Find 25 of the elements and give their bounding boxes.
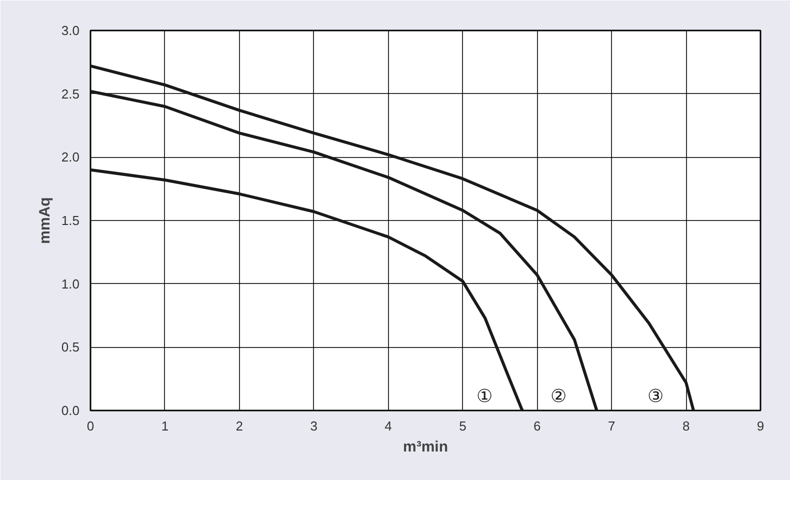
x-tick-label: 0 — [86, 418, 94, 434]
x-tick-label: 5 — [459, 418, 466, 434]
y-tick-label: 0.5 — [61, 340, 80, 355]
x-tick-label: 7 — [608, 418, 616, 434]
y-axis-title: mmAq — [36, 197, 54, 244]
y-tick-label: 0.0 — [61, 403, 80, 418]
x-axis-title: m³min — [403, 438, 448, 456]
x-tick-label: 2 — [236, 418, 244, 434]
x-tick-label: 3 — [310, 418, 318, 434]
x-tick-label: 1 — [161, 418, 169, 434]
series-label: ① — [476, 386, 492, 407]
x-tick-label: 6 — [534, 418, 541, 434]
series-label: ③ — [648, 386, 664, 407]
line-series — [90, 168, 524, 410]
line-series — [90, 64, 695, 410]
line-series — [90, 90, 598, 410]
x-tick-label: 4 — [384, 418, 392, 434]
x-tick-label: 9 — [756, 418, 764, 434]
y-tick-label: 1.0 — [61, 276, 80, 292]
y-tick-label: 2.5 — [61, 86, 80, 102]
y-tick-label: 2.0 — [61, 150, 80, 165]
series-label: ② — [550, 386, 567, 407]
y-tick-label: 3.0 — [61, 23, 80, 38]
x-tick-label: 8 — [682, 418, 690, 434]
y-tick-label: 1.5 — [61, 213, 80, 228]
